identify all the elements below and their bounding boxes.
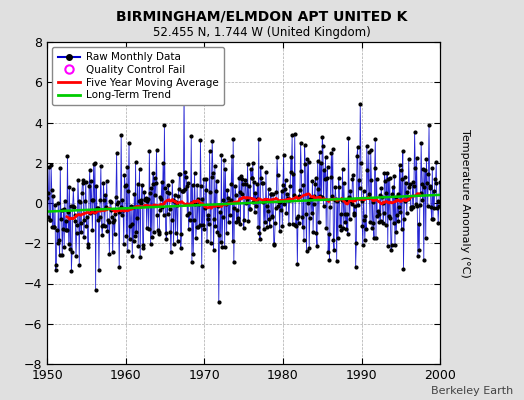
- Text: BIRMINGHAM/ELMDON APT UNITED K: BIRMINGHAM/ELMDON APT UNITED K: [116, 10, 408, 24]
- Text: Berkeley Earth: Berkeley Earth: [431, 386, 514, 396]
- Legend: Raw Monthly Data, Quality Control Fail, Five Year Moving Average, Long-Term Tren: Raw Monthly Data, Quality Control Fail, …: [52, 47, 224, 106]
- Text: 52.455 N, 1.744 W (United Kingdom): 52.455 N, 1.744 W (United Kingdom): [153, 26, 371, 39]
- Y-axis label: Temperature Anomaly (°C): Temperature Anomaly (°C): [460, 129, 470, 277]
